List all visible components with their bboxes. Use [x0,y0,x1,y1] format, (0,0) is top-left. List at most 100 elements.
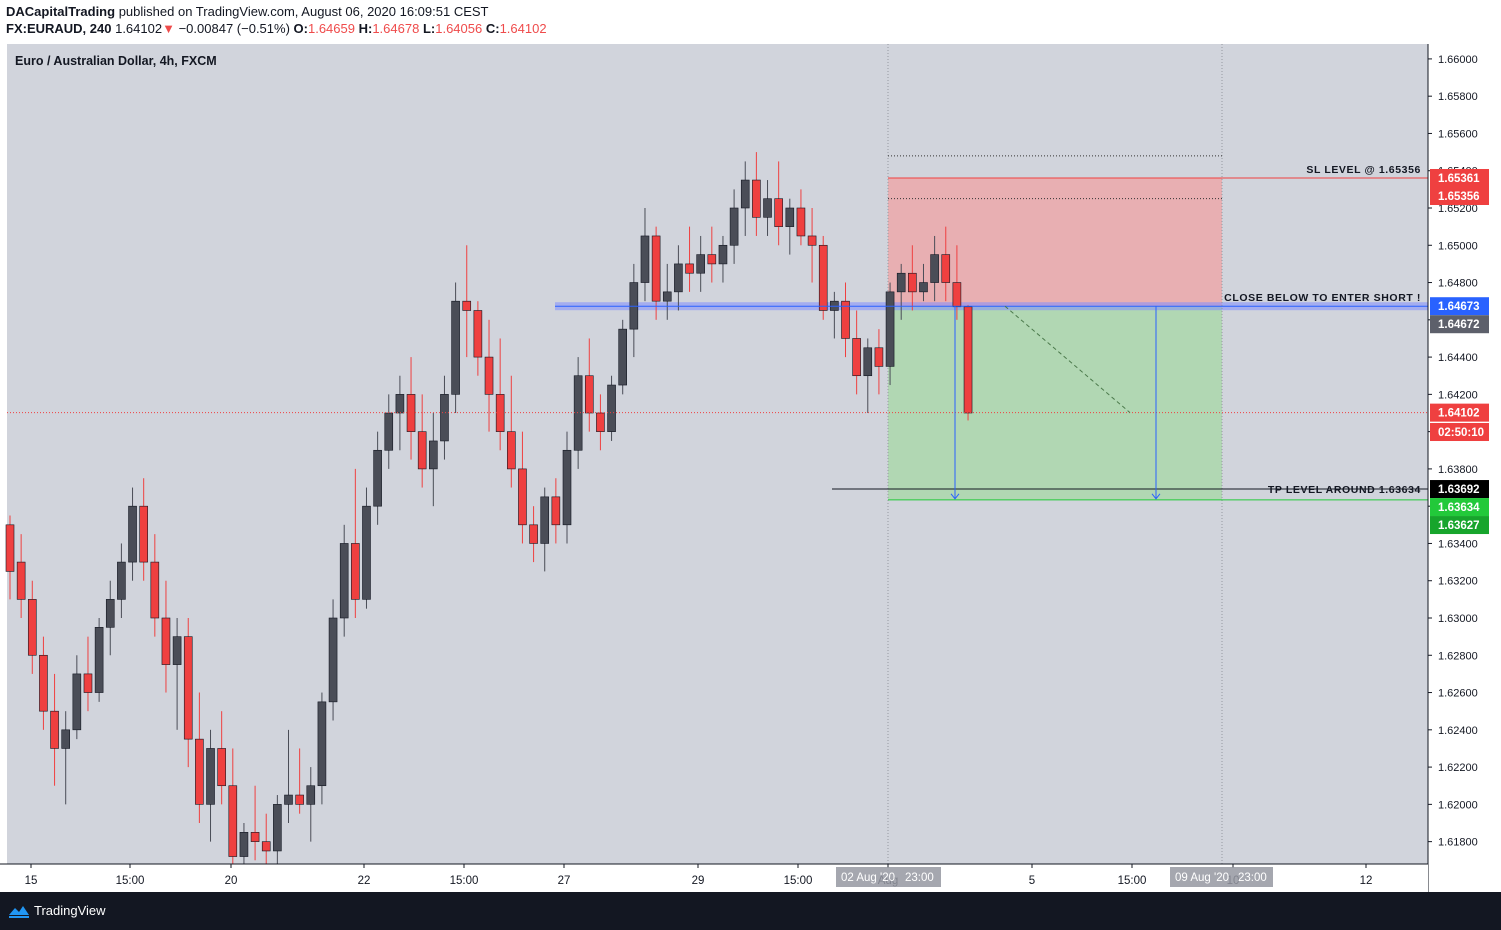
candlestick-chart[interactable]: SL LEVEL @ 1.65356 CLOSE BELOW TO ENTER S… [0,44,1501,892]
time-tick-label: 15 [25,875,38,887]
candle-body [94,627,104,693]
price-label-text: 1.65361 [1438,173,1480,185]
projection-line [1004,305,1131,414]
price-label-text: 1.63692 [1438,484,1480,496]
candle-body [885,291,895,367]
candle-body [183,636,193,740]
candle-body [551,496,561,526]
price-label-badge [1430,516,1489,535]
price-label-badge [1430,423,1489,442]
candle-body [852,338,861,377]
candle-body [217,748,226,787]
price-label-text: 1.64672 [1438,319,1480,331]
candle-body [250,832,260,842]
time-tick-label: 20 [225,875,238,887]
candle-body [952,282,962,308]
candle-body [150,561,160,619]
candle-body [440,394,449,442]
candle-body [406,394,416,432]
drawing-overlays: SL LEVEL @ 1.65356 CLOSE BELOW TO ENTER S… [7,155,1428,501]
candle-body [206,748,215,805]
price-tick-label: 1.66000 [1438,54,1478,66]
candle-body [339,543,349,619]
chart-header: DACapitalTrading published on TradingVie… [0,0,1501,44]
price-change: −0.00847 (−0.51%) [178,21,290,36]
candle-body [295,794,304,805]
chart-frame[interactable]: SL LEVEL @ 1.65356 CLOSE BELOW TO ENTER S… [0,44,1501,892]
candle-body [172,636,182,665]
candle-body [651,235,661,302]
price-tick-label: 1.62000 [1438,799,1478,811]
price-tick-label: 1.65800 [1438,91,1478,103]
time-axis-ticks: 1515:00202215:00272915:00Aug515:00101202… [25,864,1372,887]
candle-body [384,412,394,451]
down-arrow-icon: ▼ [162,21,175,36]
price-tick-label: 1.64400 [1438,352,1478,364]
candle-body [5,524,15,572]
price-label-badge [1430,480,1489,499]
candles-layer[interactable] [5,152,973,864]
candle-body [919,282,928,293]
low-label: L: [422,21,436,36]
candle-body [941,254,951,283]
candle-body [239,832,249,857]
time-tick-label: 15:00 [1118,875,1147,887]
close-label: C: [485,21,500,36]
candle-body [908,272,917,293]
candle-body [707,254,717,265]
candle-body [562,449,572,526]
candle-body [328,617,338,703]
price-label-badge [1430,186,1489,205]
candle-body [228,785,238,857]
last-price: 1.64102 [115,21,163,36]
sl-level-label: SL LEVEL @ 1.65356 [1306,164,1421,176]
candle-body [752,179,761,218]
candle-body [763,198,772,218]
price-tick-label: 1.63000 [1438,613,1478,625]
candle-body [596,412,605,432]
publish-line: DACapitalTrading published on TradingVie… [6,4,489,19]
price-label-badge [1430,315,1489,334]
candle-body [429,440,438,470]
footer-bar: TradingView [0,892,1501,930]
price-tick-label: 1.65200 [1438,203,1478,215]
publish-info: published on TradingView.com, August 06,… [118,4,489,19]
price-label-badge [1430,168,1489,187]
tradingview-brand[interactable]: TradingView [34,903,106,918]
time-tick-label: 15:00 [450,875,479,887]
price-tick-label: 1.62200 [1438,762,1478,774]
candle-body [72,673,82,731]
high-value: 1.64678 [372,21,420,36]
price-tick-label: 1.62800 [1438,650,1478,662]
symbol-label: FX:EURAUD, 240 [6,21,112,36]
candle-body [963,306,973,414]
range-start-time: 23:00 [905,872,934,884]
author-name[interactable]: DACapitalTrading [6,4,116,19]
price-tick-label: 1.65600 [1438,128,1478,140]
candle-body [618,328,628,386]
price-label-text: 02:50:10 [1438,427,1484,439]
candle-body [540,496,550,544]
price-tick-label: 1.62400 [1438,725,1478,737]
price-tick-label: 1.64200 [1438,389,1478,401]
price-tick-label: 1.63800 [1438,464,1478,476]
candle-body [139,505,148,563]
chart-title: Euro / Australian Dollar, 4h, FXCM [15,54,217,68]
candle-body [740,179,750,209]
tradingview-logo-icon[interactable] [8,903,30,919]
price-tick-label: 1.63400 [1438,538,1478,550]
candle-body [284,794,293,805]
price-label-text: 1.64673 [1438,301,1480,313]
candle-body [83,673,93,693]
close-value: 1.64102 [499,21,547,36]
candle-body [473,310,483,358]
arrow-head-icon [950,493,960,500]
price-label-badge [1430,297,1489,316]
candle-body [506,431,516,470]
candle-body [518,468,527,526]
candle-body [896,272,906,293]
time-tick-label: 27 [558,875,571,887]
candle-body [261,841,271,852]
price-labels: 1.65361 1.65356 1.64673 1.64672 1.64102 02:50… [1430,168,1489,535]
time-tick-label: 22 [358,875,371,887]
